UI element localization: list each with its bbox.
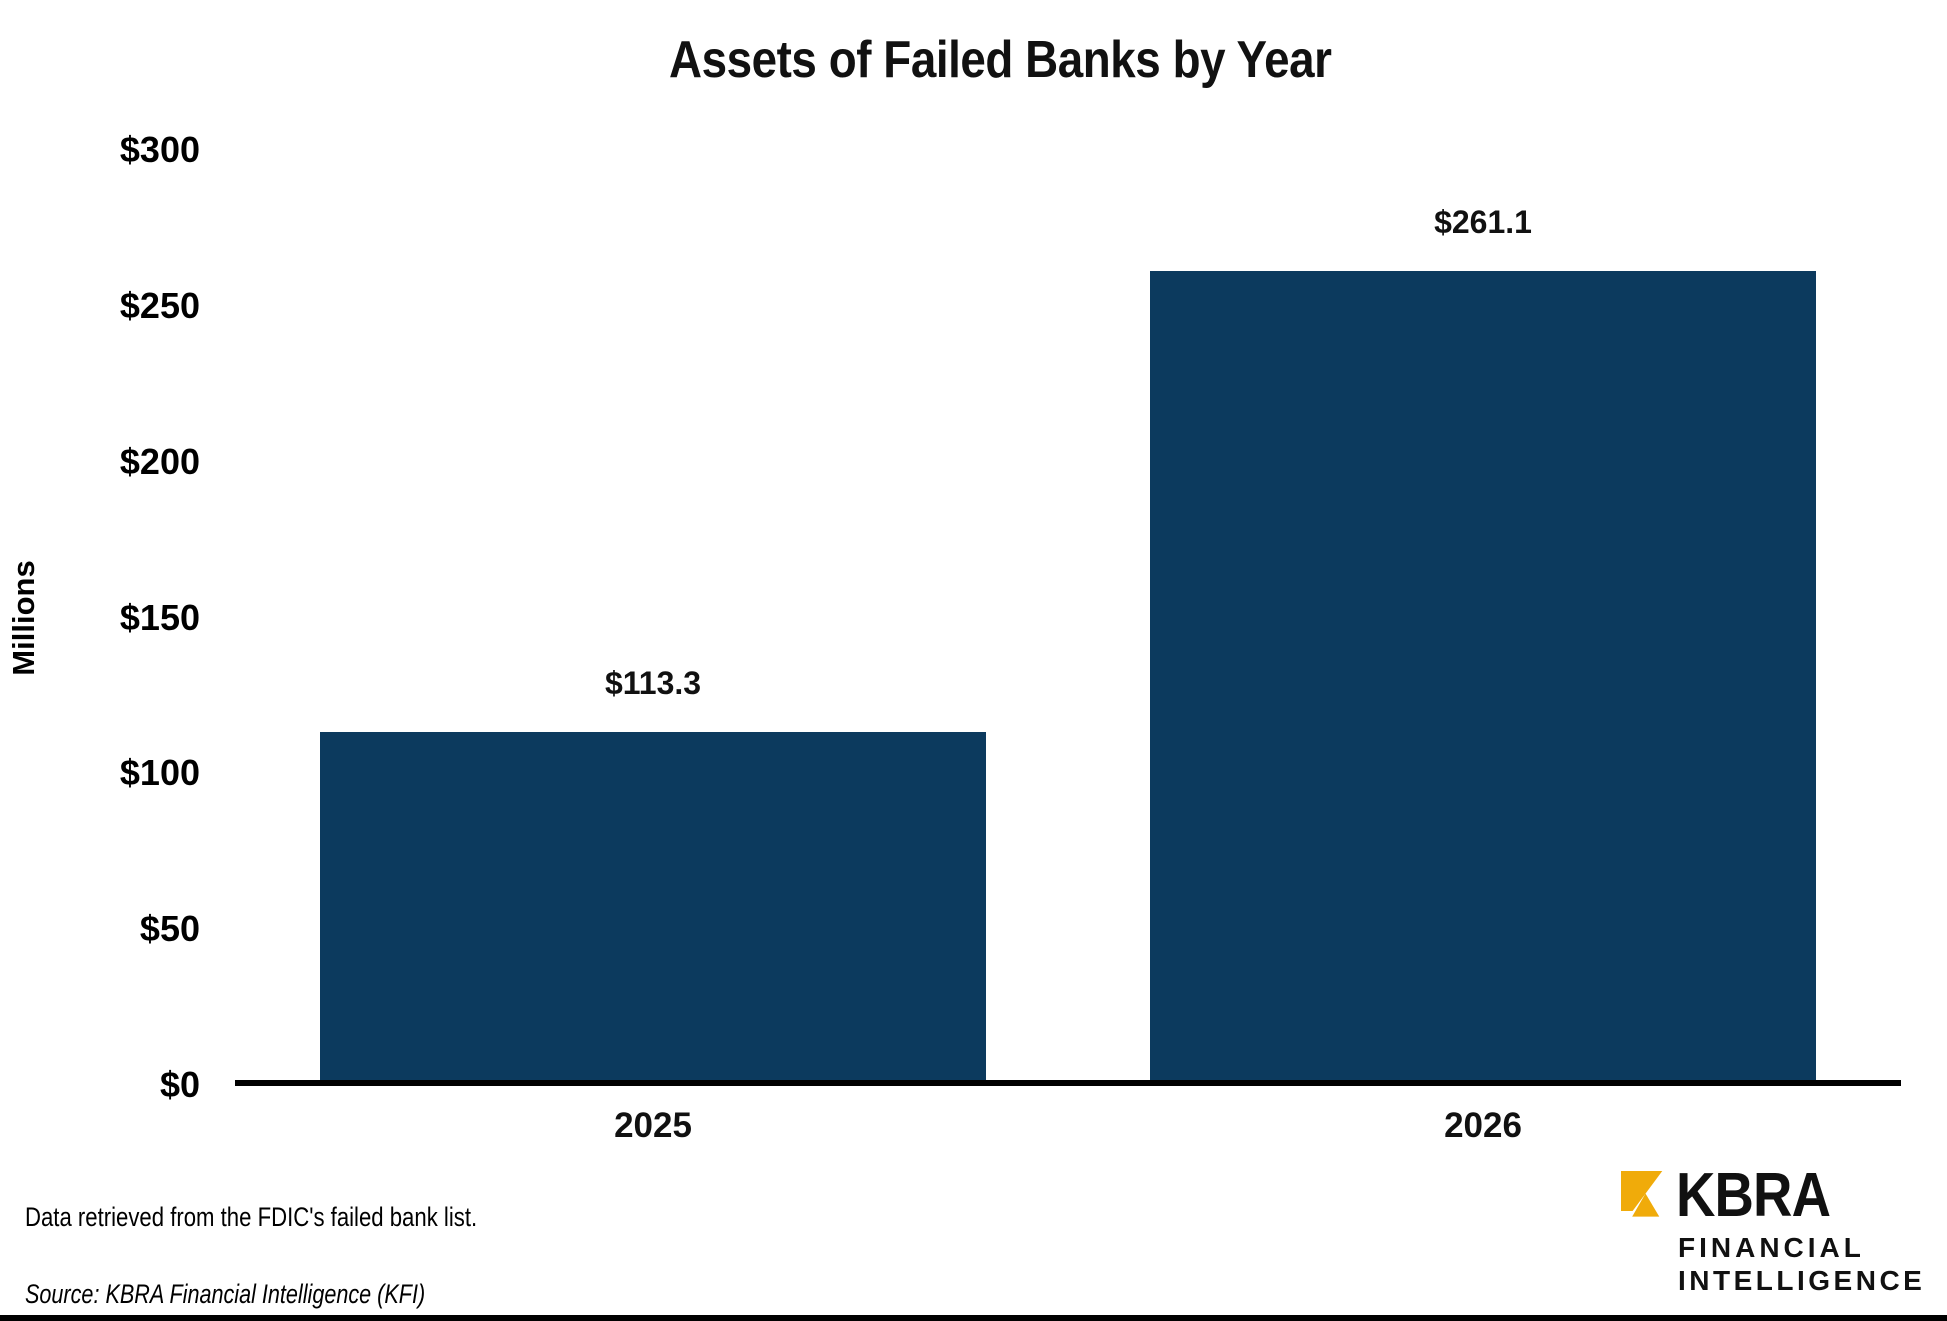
bar-value-label-2025: $113.3	[604, 664, 702, 701]
x-tick-label-2026: 2026	[1444, 1106, 1522, 1145]
kbra-logo-mark-icon	[1621, 1171, 1663, 1217]
x-axis-line	[235, 1080, 1901, 1086]
bar-2025	[320, 731, 986, 1085]
y-tick-label: $300	[119, 129, 200, 170]
chart-title: Assets of Failed Banks by Year	[669, 31, 1332, 89]
y-tick-label: $250	[119, 284, 200, 326]
y-tick-label: $50	[139, 908, 200, 950]
kbra-financial-text: FINANCIAL	[1678, 1232, 1865, 1263]
plot-area: $113.3 $261.1	[235, 150, 1901, 1085]
bar-value-label-2026: $261.1	[1434, 204, 1532, 241]
source-note: Source: KBRA Financial Intelligence (KFI…	[25, 1279, 426, 1309]
bar-group-2026: $261.1	[1150, 150, 1816, 1085]
data-note: Data retrieved from the FDIC's failed ba…	[25, 1202, 478, 1232]
y-tick-label: $200	[119, 440, 200, 482]
bar-2026	[1150, 271, 1816, 1085]
y-tick-label: $0	[159, 1064, 200, 1105]
bar-group-2025: $113.3	[320, 150, 986, 1085]
kbra-wordmark: KBRA	[1676, 1161, 1831, 1230]
kbra-intelligence-text: INTELLIGENCE	[1678, 1265, 1926, 1296]
kbra-logo: KBRA FINANCIAL INTELLIGENCE	[1618, 1160, 1938, 1300]
y-axis-tick-labels: $300 $250 $200 $150 $100 $50 $0	[0, 129, 200, 1105]
x-tick-label-2025: 2025	[614, 1106, 692, 1145]
bottom-border-rule	[0, 1315, 1947, 1321]
y-tick-label: $150	[119, 596, 200, 638]
y-tick-label: $100	[119, 752, 200, 794]
